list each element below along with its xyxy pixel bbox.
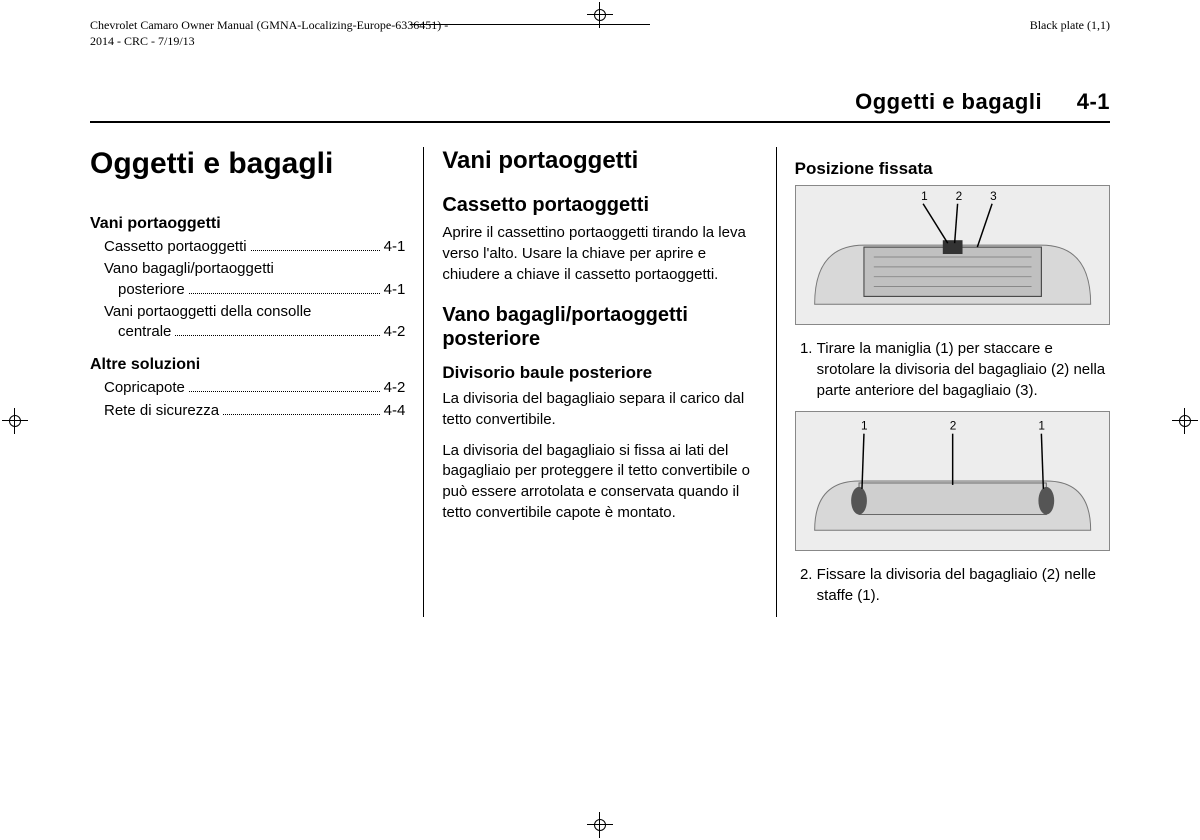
toc-entry: Cassetto portaoggetti 4-1 [104, 237, 405, 257]
toc-page: 4-2 [384, 322, 406, 342]
subsubsection-heading: Posizione fissata [795, 159, 1110, 179]
toc-label: Vano bagagli/portaoggetti [104, 259, 405, 279]
step-item: Tirare la maniglia (1) per staccare e sr… [817, 339, 1110, 401]
plate-info: Black plate (1,1) [1030, 18, 1110, 49]
callout-2: 2 [955, 189, 962, 203]
toc-entry: Rete di sicurezza 4-4 [104, 401, 405, 421]
running-head-page: 4-1 [1077, 89, 1110, 114]
callout-1: 1 [861, 419, 868, 433]
registration-mark-bottom [587, 812, 613, 838]
section-heading: Vani portaoggetti [442, 147, 757, 175]
toc-section-heading: Altre soluzioni [90, 356, 405, 374]
three-column-layout: Oggetti e bagagli Vani portaoggetti Cass… [90, 147, 1110, 616]
toc-label-cont: centrale [118, 322, 171, 342]
subsubsection-heading: Divisorio baule posteriore [442, 363, 757, 383]
toc-label: Copricapote [104, 378, 185, 398]
toc-page: 4-1 [384, 280, 406, 300]
body-text: La divisoria del bagagliaio si fissa ai … [442, 441, 757, 524]
toc-leader [251, 250, 380, 251]
body-text: La divisoria del bagagliaio separa il ca… [442, 389, 757, 430]
manual-id-line1: Chevrolet Camaro Owner Manual (GMNA-Loca… [90, 18, 448, 34]
subsection-heading: Vano bagagli/portaoggetti posteriore [442, 303, 757, 351]
column-2: Vani portaoggetti Cassetto portaoggetti … [424, 147, 775, 616]
toc-entry: Copricapote 4-2 [104, 378, 405, 398]
callout-1: 1 [921, 189, 928, 203]
column-1: Oggetti e bagagli Vani portaoggetti Cass… [90, 147, 423, 616]
callout-3: 3 [990, 189, 997, 203]
print-header: Chevrolet Camaro Owner Manual (GMNA-Loca… [90, 18, 1110, 49]
figure-trunk-divider-unroll: 1 2 1 [795, 411, 1110, 551]
column-3: Posizione fissata 1 2 [777, 147, 1110, 616]
toc-leader [189, 293, 380, 294]
header-rule [410, 24, 650, 25]
toc-section-heading: Vani portaoggetti [90, 215, 405, 233]
toc-label: Cassetto portaoggetti [104, 237, 247, 257]
figure-trunk-divider-fixed: 1 2 3 [795, 185, 1110, 325]
callout-1b: 1 [1038, 419, 1045, 433]
page: Chevrolet Camaro Owner Manual (GMNA-Loca… [0, 0, 1200, 647]
toc-leader [189, 391, 380, 392]
step-list: Fissare la divisoria del bagagliaio (2) … [795, 565, 1110, 606]
subsection-heading: Cassetto portaoggetti [442, 193, 757, 217]
toc-page: 4-4 [384, 401, 406, 421]
callout-2: 2 [949, 419, 956, 433]
chapter-title: Oggetti e bagagli [90, 147, 405, 181]
toc-page: 4-1 [384, 237, 406, 257]
toc-entry: Vano bagagli/portaoggetti posteriore 4-1 [104, 259, 405, 300]
running-head-title: Oggetti e bagagli [855, 89, 1042, 114]
step-list: Tirare la maniglia (1) per staccare e sr… [795, 339, 1110, 401]
toc-leader [223, 414, 380, 415]
toc-label: Vani portaoggetti della consolle [104, 302, 405, 322]
toc-page: 4-2 [384, 378, 406, 398]
running-head: Oggetti e bagagli 4-1 [90, 89, 1110, 123]
toc-label: Rete di sicurezza [104, 401, 219, 421]
manual-id: Chevrolet Camaro Owner Manual (GMNA-Loca… [90, 18, 448, 49]
manual-id-line2: 2014 - CRC - 7/19/13 [90, 34, 448, 50]
toc-entry: Vani portaoggetti della consolle central… [104, 302, 405, 343]
toc-leader [175, 335, 379, 336]
toc-label-cont: posteriore [118, 280, 185, 300]
body-text: Aprire il cassettino portaoggetti tirand… [442, 223, 757, 285]
step-item: Fissare la divisoria del bagagliaio (2) … [817, 565, 1110, 606]
